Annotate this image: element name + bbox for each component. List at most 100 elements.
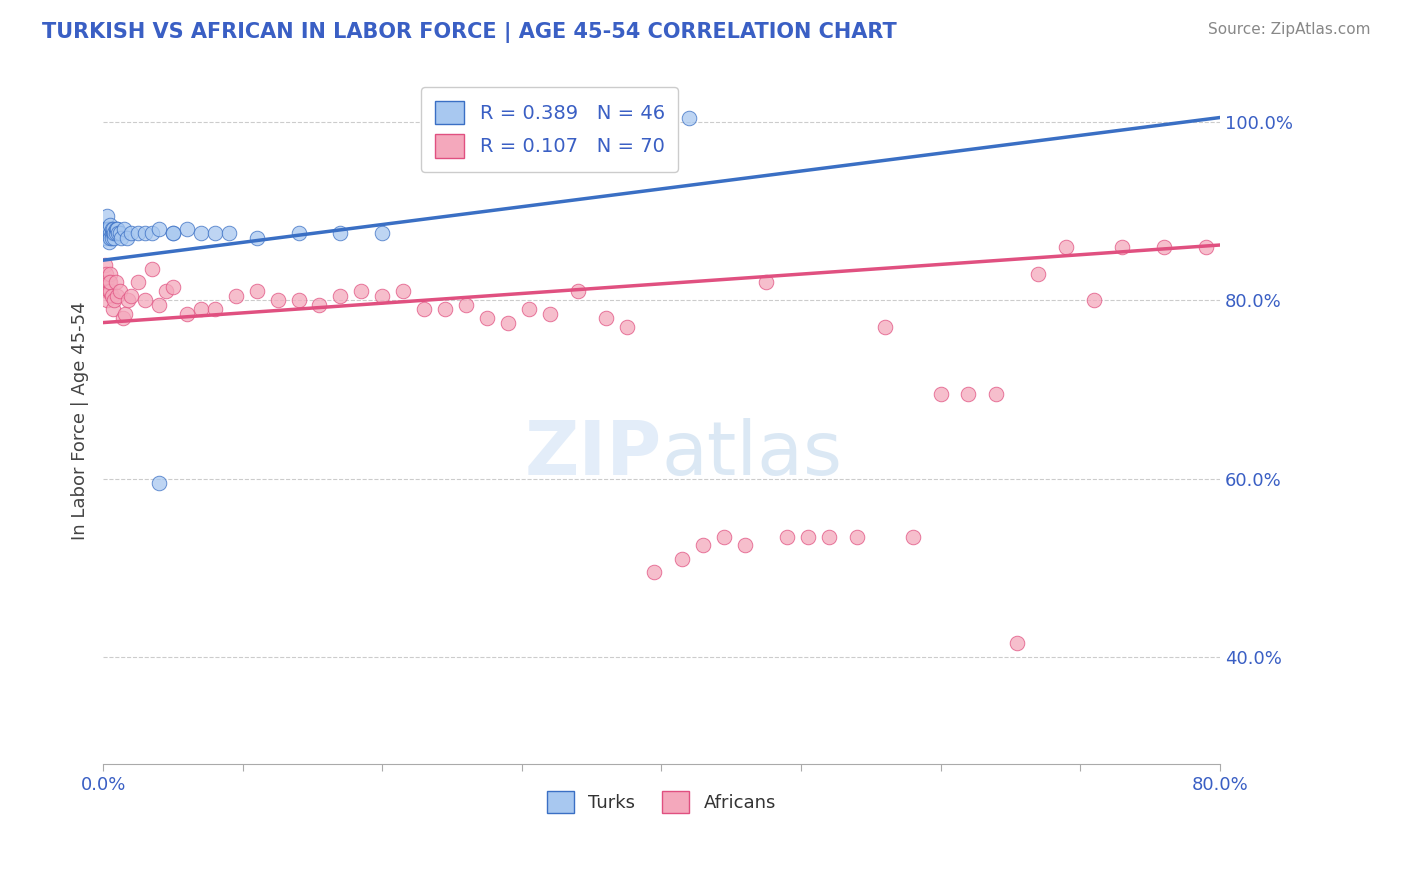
Point <box>538 307 561 321</box>
Point <box>148 298 170 312</box>
Point <box>105 222 128 236</box>
Point <box>96 285 118 299</box>
Point <box>1111 240 1133 254</box>
Point <box>114 307 136 321</box>
Point <box>96 227 118 241</box>
Point <box>1153 240 1175 254</box>
Point <box>1026 267 1049 281</box>
Point <box>692 538 714 552</box>
Point <box>93 227 115 241</box>
Point <box>98 231 121 245</box>
Point <box>371 227 394 241</box>
Point <box>97 235 120 250</box>
Point <box>100 222 122 236</box>
Point <box>141 227 163 241</box>
Point <box>392 285 415 299</box>
Point <box>93 258 115 272</box>
Point <box>246 285 269 299</box>
Point <box>105 289 128 303</box>
Point <box>104 276 127 290</box>
Point <box>266 293 288 308</box>
Point <box>98 285 121 299</box>
Point <box>96 293 118 308</box>
Point <box>845 529 868 543</box>
Point <box>127 276 149 290</box>
Point <box>100 227 122 241</box>
Point <box>117 293 139 308</box>
Point <box>98 267 121 281</box>
Point <box>134 293 156 308</box>
Text: atlas: atlas <box>661 418 842 491</box>
Point <box>901 529 924 543</box>
Point <box>616 320 638 334</box>
Text: ZIP: ZIP <box>524 418 661 491</box>
Legend: Turks, Africans: Turks, Africans <box>536 780 787 823</box>
Point <box>818 529 841 543</box>
Point <box>957 387 980 401</box>
Point <box>797 529 820 543</box>
Point <box>98 218 121 232</box>
Point <box>112 222 135 236</box>
Point <box>108 227 131 241</box>
Point <box>190 302 212 317</box>
Point <box>643 565 665 579</box>
Point <box>100 289 122 303</box>
Point <box>103 227 125 241</box>
Point <box>162 227 184 241</box>
Point <box>97 222 120 236</box>
Point <box>986 387 1008 401</box>
Point <box>350 285 373 299</box>
Point <box>96 222 118 236</box>
Point <box>94 267 117 281</box>
Point <box>176 307 198 321</box>
Point <box>225 289 247 303</box>
Point <box>755 276 778 290</box>
Point <box>1007 636 1029 650</box>
Y-axis label: In Labor Force | Age 45-54: In Labor Force | Age 45-54 <box>72 301 89 540</box>
Point <box>929 387 952 401</box>
Point <box>141 262 163 277</box>
Point <box>134 227 156 241</box>
Point <box>98 227 121 241</box>
Point <box>108 285 131 299</box>
Point <box>148 222 170 236</box>
Point <box>120 289 142 303</box>
Point <box>94 231 117 245</box>
Point <box>104 227 127 241</box>
Point <box>1054 240 1077 254</box>
Point <box>96 209 118 223</box>
Point <box>329 227 352 241</box>
Point <box>496 316 519 330</box>
Point <box>97 222 120 236</box>
Point <box>246 231 269 245</box>
Point <box>97 276 120 290</box>
Point <box>595 311 617 326</box>
Point <box>308 298 330 312</box>
Point <box>1083 293 1105 308</box>
Point <box>155 285 177 299</box>
Point <box>329 289 352 303</box>
Text: Source: ZipAtlas.com: Source: ZipAtlas.com <box>1208 22 1371 37</box>
Point <box>104 222 127 236</box>
Point <box>111 311 134 326</box>
Point <box>637 111 659 125</box>
Point <box>94 276 117 290</box>
Point <box>713 529 735 543</box>
Point <box>162 280 184 294</box>
Point <box>107 227 129 241</box>
Point <box>287 227 309 241</box>
Point <box>148 476 170 491</box>
Point <box>434 302 457 317</box>
Point <box>671 551 693 566</box>
Point <box>776 529 799 543</box>
Point <box>110 231 132 245</box>
Point <box>127 227 149 241</box>
Point <box>190 227 212 241</box>
Point <box>103 231 125 245</box>
Point <box>218 227 240 241</box>
Point <box>517 302 540 317</box>
Point <box>162 227 184 241</box>
Point <box>454 298 477 312</box>
Point <box>101 227 124 241</box>
Point <box>371 289 394 303</box>
